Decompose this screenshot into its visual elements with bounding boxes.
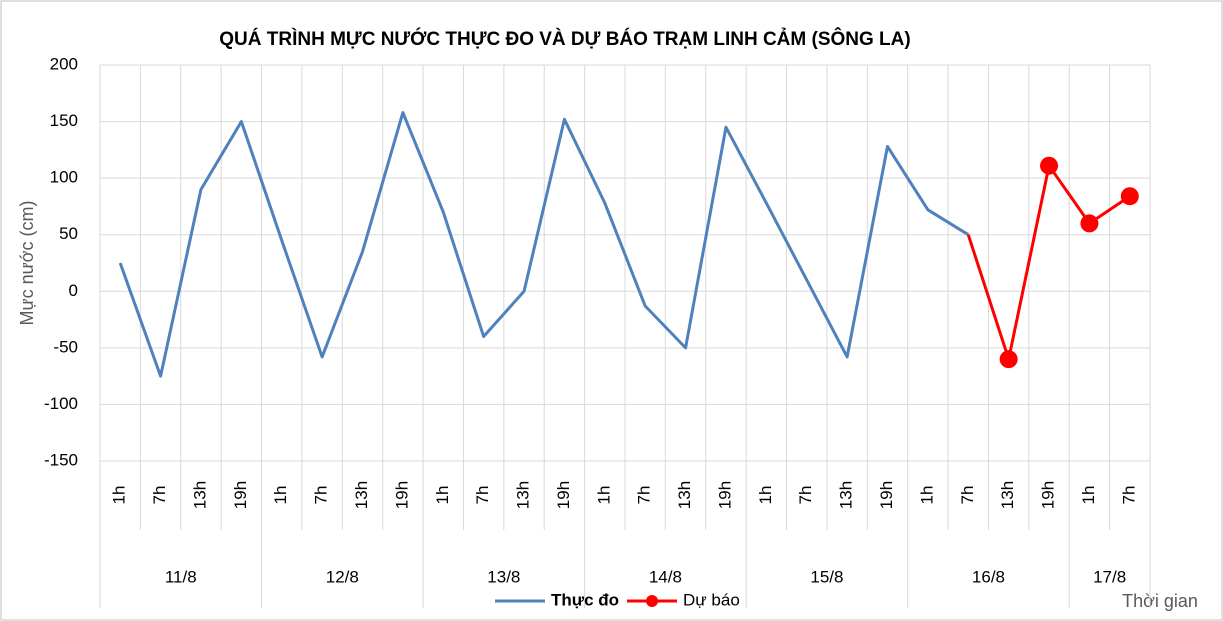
x-tick-label: 1h [433, 486, 452, 505]
x-tick-label: 7h [958, 486, 977, 505]
y-axis-label: Mực nước (cm) [17, 201, 37, 326]
x-tick-label: 7h [796, 486, 815, 505]
x-group-label: 17/8 [1093, 567, 1126, 586]
x-tick-label: 19h [554, 481, 573, 509]
x-tick-label: 7h [150, 486, 169, 505]
y-tick-label: 50 [59, 224, 78, 243]
x-group-label: 12/8 [326, 567, 359, 586]
x-tick-label: 19h [392, 481, 411, 509]
legend-marker [646, 595, 659, 607]
x-tick-label: 7h [635, 486, 654, 505]
y-tick-label: -150 [44, 450, 78, 469]
x-tick-label: 19h [877, 481, 896, 509]
x-group-label: 14/8 [649, 567, 682, 586]
x-tick-label: 19h [715, 481, 734, 509]
x-tick-label: 1h [917, 486, 936, 505]
x-tick-label: 19h [1039, 481, 1058, 509]
x-group-label: 11/8 [165, 567, 197, 586]
x-tick-label: 13h [998, 481, 1017, 509]
series-marker [1120, 187, 1139, 206]
x-tick-label: 13h [190, 481, 209, 509]
legend-label: Dự báo [683, 590, 740, 609]
x-group-label: 16/8 [972, 567, 1005, 586]
x-tick-label: 1h [594, 486, 613, 505]
x-tick-label: 1h [110, 486, 129, 505]
y-tick-label: 150 [50, 111, 78, 130]
y-tick-label: 0 [69, 281, 78, 300]
x-axis-label: Thời gian [1122, 591, 1198, 611]
x-tick-label: 1h [271, 486, 290, 505]
y-tick-label: 100 [50, 168, 78, 187]
x-tick-label: 1h [1079, 486, 1098, 505]
series-line [118, 111, 970, 378]
y-tick-label: -50 [53, 337, 78, 356]
series-marker [999, 350, 1018, 369]
x-group-label: 13/8 [487, 567, 520, 586]
x-tick-label: 7h [312, 486, 331, 505]
chart-title: QUÁ TRÌNH MỰC NƯỚC THỰC ĐO VÀ DỰ BÁO TRẠ… [219, 28, 910, 50]
x-tick-label: 13h [514, 481, 533, 509]
x-tick-label: 7h [1119, 486, 1138, 505]
x-tick-label: 13h [837, 481, 856, 509]
y-tick-label: 200 [50, 54, 78, 73]
x-tick-label: 13h [675, 481, 694, 509]
x-tick-label: 7h [473, 486, 492, 505]
x-group-label: 15/8 [810, 567, 843, 586]
series-marker [1040, 156, 1059, 175]
x-tick-label: 13h [352, 481, 371, 509]
series-marker [1080, 214, 1099, 233]
legend-label: Thực đo [551, 590, 619, 609]
x-tick-label: 19h [231, 481, 250, 509]
x-tick-label: 1h [756, 486, 775, 505]
y-tick-label: -100 [44, 394, 78, 413]
